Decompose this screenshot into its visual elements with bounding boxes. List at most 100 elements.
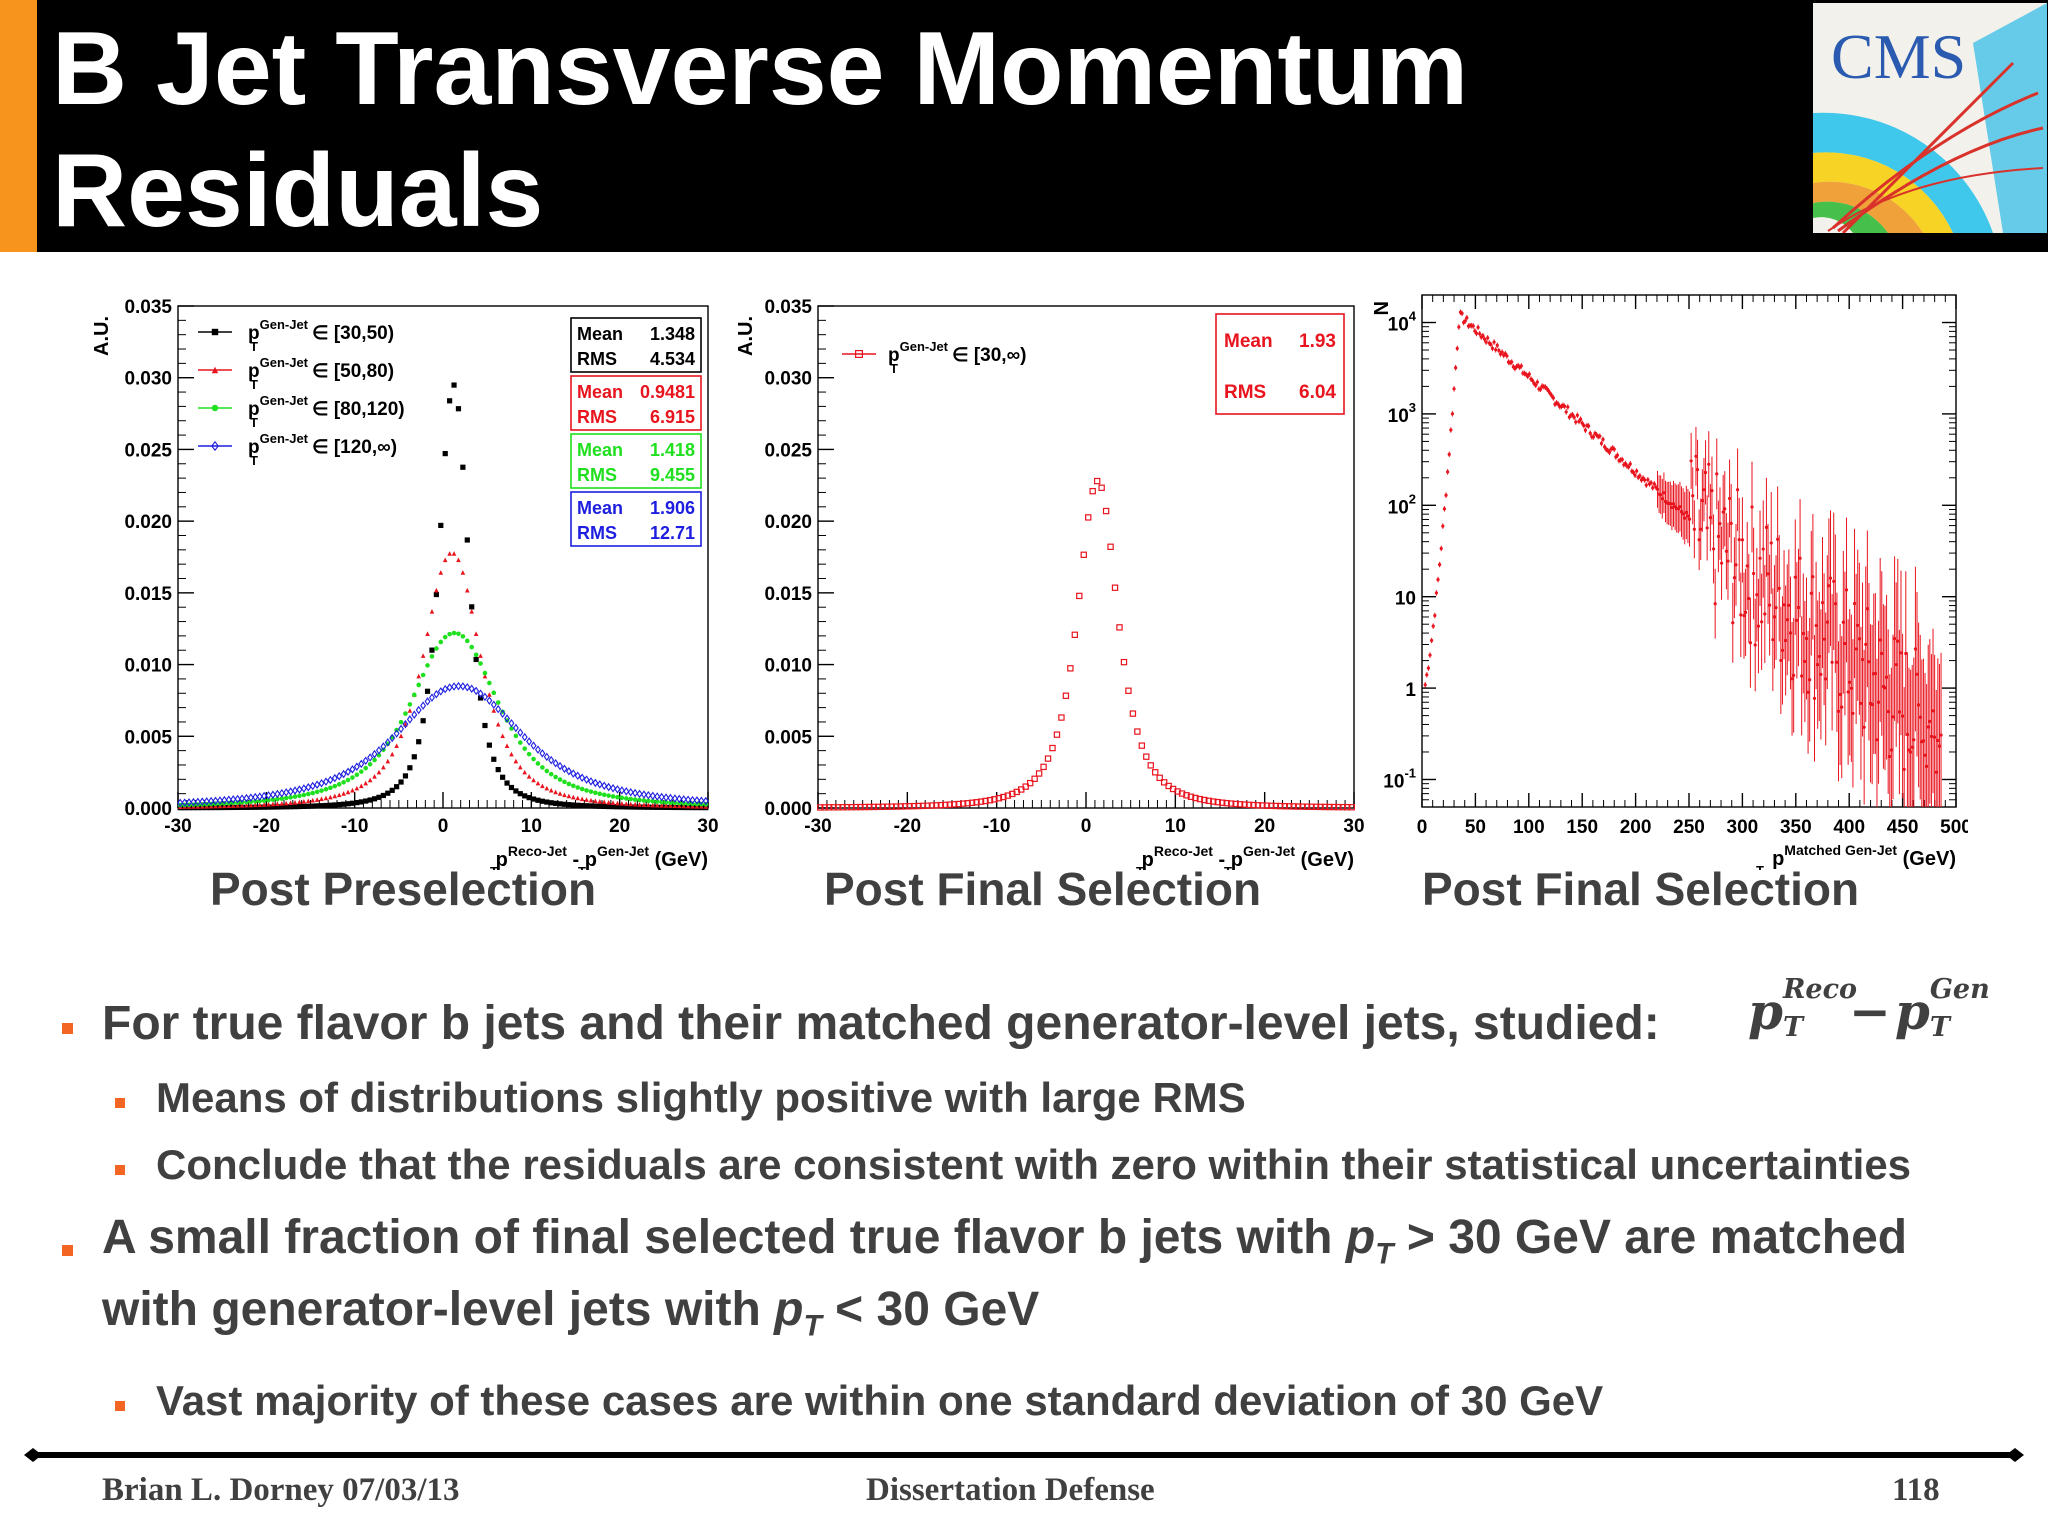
data-point bbox=[946, 801, 953, 808]
data-point bbox=[473, 656, 479, 663]
data-point bbox=[336, 782, 342, 787]
data-point bbox=[637, 802, 642, 807]
data-point bbox=[671, 794, 678, 803]
data-point bbox=[455, 406, 462, 412]
data-point bbox=[690, 803, 695, 809]
data-point bbox=[1766, 572, 1770, 576]
data-point bbox=[371, 796, 378, 802]
data-point bbox=[1339, 803, 1347, 811]
data-point bbox=[1574, 420, 1578, 424]
data-point bbox=[1423, 683, 1427, 687]
data-point bbox=[504, 780, 510, 786]
data-point bbox=[332, 793, 338, 799]
legend-p: p bbox=[248, 323, 260, 344]
data-point bbox=[1873, 671, 1877, 676]
data-point bbox=[1659, 493, 1663, 497]
bullet-b-jets-studied: For true flavor b jets and their matched… bbox=[102, 997, 1660, 1050]
data-point bbox=[614, 785, 621, 794]
data-point bbox=[1214, 798, 1221, 806]
data-point bbox=[1739, 613, 1743, 617]
data-point bbox=[407, 765, 413, 771]
data-point bbox=[553, 789, 558, 795]
legend-sub: T bbox=[250, 339, 258, 354]
data-point bbox=[434, 587, 439, 593]
data-point bbox=[500, 774, 506, 780]
bullet-small-fraction-line2: with generator-level jets with pT < 30 G… bbox=[102, 1282, 1039, 1344]
data-point bbox=[892, 803, 900, 810]
data-point bbox=[1484, 340, 1488, 344]
data-point bbox=[1259, 802, 1266, 809]
data-point bbox=[1538, 387, 1543, 391]
data-point bbox=[1183, 792, 1190, 799]
data-point bbox=[1463, 319, 1467, 323]
data-point bbox=[416, 673, 422, 679]
stats-rms-value: 12.71 bbox=[650, 523, 695, 543]
data-point bbox=[353, 762, 360, 771]
y-tick-label: 0.015 bbox=[764, 584, 812, 605]
data-point bbox=[693, 796, 700, 805]
data-point bbox=[1651, 486, 1655, 490]
data-point bbox=[1705, 526, 1709, 530]
data-point bbox=[406, 715, 413, 724]
data-point bbox=[1519, 364, 1523, 368]
stats-mean-label: Mean bbox=[577, 440, 623, 460]
data-point bbox=[544, 799, 550, 805]
data-point bbox=[1490, 346, 1495, 351]
data-point bbox=[601, 803, 607, 810]
legend-range: ∈ [30,∞) bbox=[952, 345, 1026, 366]
data-point bbox=[561, 801, 568, 807]
data-point bbox=[1631, 470, 1636, 474]
data-point bbox=[1913, 647, 1918, 651]
data-point bbox=[1575, 413, 1579, 417]
y-tick-label: 0.000 bbox=[124, 799, 172, 820]
data-point bbox=[557, 761, 564, 771]
data-point bbox=[1290, 803, 1297, 810]
y-tick-base: 10 bbox=[1388, 406, 1409, 427]
data-point bbox=[1798, 556, 1802, 560]
data-point bbox=[1152, 769, 1159, 776]
data-point bbox=[1120, 658, 1128, 666]
data-point bbox=[1534, 383, 1538, 387]
data-point bbox=[328, 794, 333, 800]
data-point bbox=[222, 803, 227, 809]
data-point bbox=[411, 754, 417, 760]
data-point bbox=[1897, 710, 1901, 714]
data-point bbox=[415, 705, 422, 715]
y-tick-label: 104 bbox=[1388, 309, 1417, 336]
data-point bbox=[203, 797, 210, 806]
data-point bbox=[1299, 803, 1306, 810]
data-point bbox=[566, 781, 572, 787]
data-point bbox=[257, 798, 263, 804]
data-point bbox=[623, 787, 630, 796]
data-point bbox=[1884, 675, 1889, 679]
data-point bbox=[1431, 624, 1435, 628]
data-point bbox=[447, 631, 452, 637]
data-point bbox=[456, 557, 461, 563]
legend-marker bbox=[211, 440, 219, 452]
data-point bbox=[1572, 415, 1576, 420]
data-point bbox=[345, 801, 351, 807]
data-point bbox=[544, 785, 550, 791]
data-point bbox=[1439, 546, 1443, 551]
data-point bbox=[1098, 484, 1105, 491]
data-point bbox=[420, 672, 426, 678]
data-point bbox=[460, 464, 466, 470]
b2-line2-sub: T bbox=[803, 1309, 822, 1343]
data-point bbox=[508, 718, 515, 728]
data-point bbox=[645, 790, 652, 800]
y-tick-exp: 3 bbox=[1409, 400, 1416, 415]
footer-page-number: 118 bbox=[1892, 1472, 1940, 1508]
data-point bbox=[522, 769, 528, 775]
data-point bbox=[1550, 394, 1554, 398]
stats-frame bbox=[570, 317, 702, 373]
data-point bbox=[1726, 559, 1730, 563]
y-axis-label: N bbox=[1371, 301, 1393, 315]
data-point bbox=[322, 777, 329, 786]
data-point bbox=[1495, 343, 1499, 347]
data-point bbox=[1454, 366, 1458, 370]
data-point bbox=[504, 714, 511, 723]
data-point bbox=[341, 779, 346, 785]
data-point bbox=[852, 803, 860, 811]
data-point bbox=[570, 769, 577, 778]
data-point bbox=[1450, 412, 1455, 416]
